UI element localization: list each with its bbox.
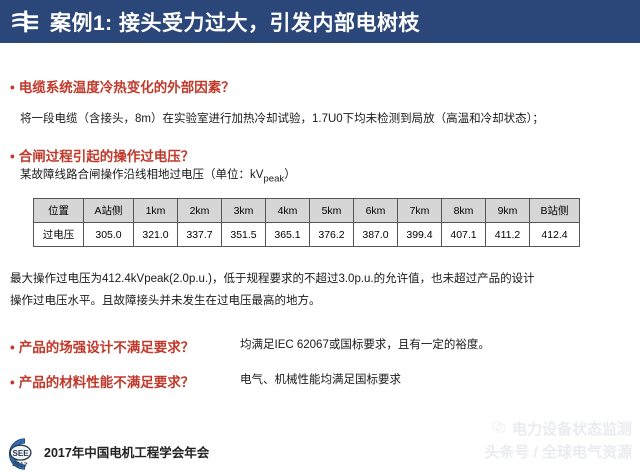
svg-text:SEE: SEE (12, 449, 29, 458)
svg-text:2017: 2017 (12, 461, 28, 470)
